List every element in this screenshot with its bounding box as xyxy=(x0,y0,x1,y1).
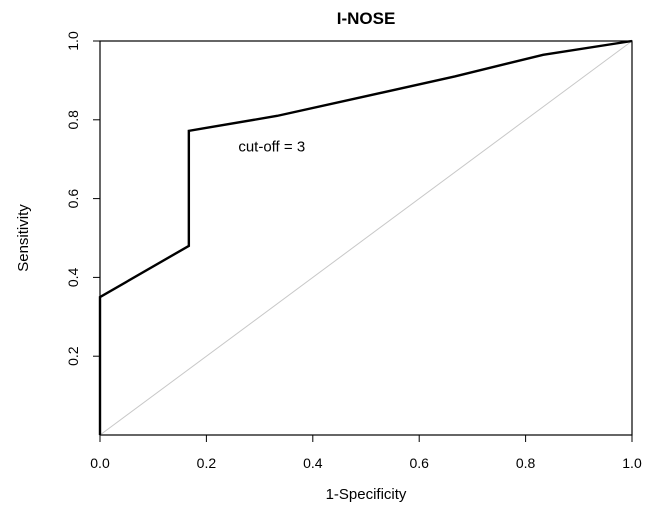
reference-diagonal-line xyxy=(99,40,633,436)
x-tick-label: 0.0 xyxy=(90,455,110,471)
x-axis-ticks: 0.0 0.2 0.4 0.6 0.8 1.0 xyxy=(90,435,642,471)
plot-frame xyxy=(99,40,633,436)
cutoff-annotation: cut-off = 3 xyxy=(238,138,305,155)
reference-diagonal-group xyxy=(99,40,633,436)
y-tick-label: 0.6 xyxy=(65,189,81,209)
y-tick-label: 0.4 xyxy=(65,267,81,287)
roc-curve-group xyxy=(98,39,633,435)
y-axis-ticks: 0.2 0.4 0.6 0.8 1.0 xyxy=(65,31,100,366)
x-tick-label: 0.6 xyxy=(409,455,429,471)
chart-title: I-NOSE xyxy=(337,9,396,28)
annotations-group: cut-off = 3 xyxy=(238,138,305,155)
y-tick-label: 0.8 xyxy=(65,110,81,130)
x-tick-label: 0.4 xyxy=(303,455,323,471)
roc-curve-line xyxy=(98,39,633,435)
y-tick-label: 0.2 xyxy=(65,346,81,366)
y-tick-label: 1.0 xyxy=(65,31,81,51)
y-axis-label: Sensitivity xyxy=(15,204,32,272)
x-axis-label: 1-Specificity xyxy=(326,486,407,503)
x-tick-label: 0.8 xyxy=(516,455,536,471)
x-tick-label: 1.0 xyxy=(622,455,642,471)
x-tick-label: 0.2 xyxy=(197,455,217,471)
